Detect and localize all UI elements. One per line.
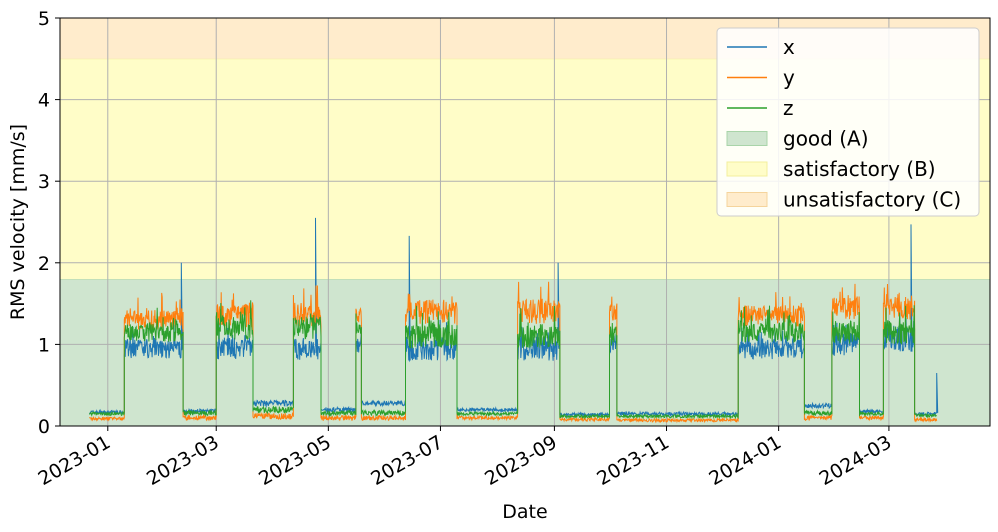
y-tick-label-1: 1 [38, 334, 50, 356]
x-tick-label-3: 2023-07 [367, 431, 447, 490]
y-axis-title: RMS velocity [mm/s] [7, 124, 29, 320]
x-tick-label-0: 2023-01 [35, 431, 115, 490]
legend-label-x: x [783, 35, 795, 59]
x-tick-label-1: 2023-03 [143, 431, 223, 490]
x-tick-label-7: 2024-03 [816, 431, 896, 490]
legend-swatch-2 [727, 193, 767, 207]
x-tick-label-5: 2023-11 [593, 431, 673, 490]
legend: xyz good (A) satisfactory (B) unsatisfactor… [717, 28, 979, 216]
y-tick-label-5: 5 [38, 8, 50, 30]
legend-label-z: z [783, 96, 794, 120]
legend-label-zone-2: unsatisfactory (C) [783, 188, 961, 212]
y-axis-ticks: 0 1 2 3 4 5 [38, 8, 60, 438]
x-tick-label-4: 2023-09 [481, 431, 561, 490]
legend-label-zone-0: good (A) [783, 127, 869, 151]
y-tick-label-4: 4 [38, 90, 50, 112]
legend-label-zone-1: satisfactory (B) [783, 157, 936, 181]
legend-swatch-0 [727, 132, 767, 146]
x-tick-label-2: 2023-05 [255, 431, 335, 490]
y-tick-label-2: 2 [38, 253, 50, 275]
x-tick-label-6: 2024-01 [705, 431, 785, 490]
x-axis-title: Date [502, 501, 547, 523]
y-tick-label-3: 3 [38, 171, 50, 193]
legend-swatch-1 [727, 162, 767, 176]
y-tick-label-0: 0 [38, 416, 50, 438]
legend-label-y: y [783, 66, 795, 90]
x-axis-ticks: 2023-01 2023-03 2023-05 2023-07 2023-09 2023-… [35, 426, 896, 490]
